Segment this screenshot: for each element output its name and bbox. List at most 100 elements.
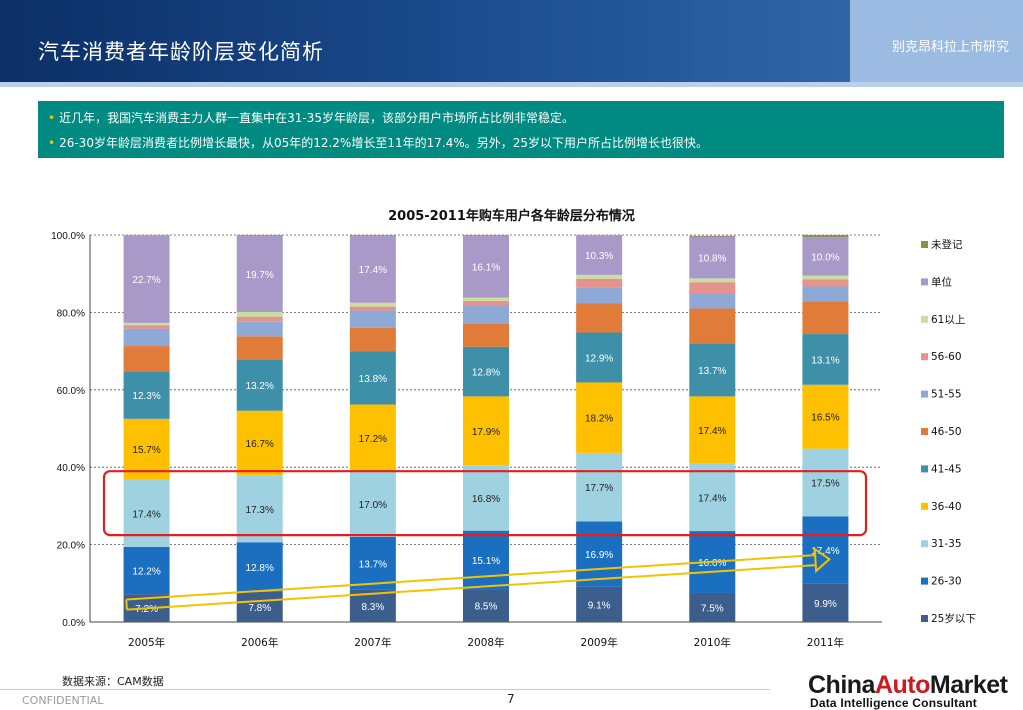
legend-label: 51-55 xyxy=(931,389,962,401)
y-tick-label: 20.0% xyxy=(57,541,85,552)
bar-segment xyxy=(576,279,622,288)
bar-segment xyxy=(124,325,170,328)
bar-segment xyxy=(689,309,735,344)
bar-segment xyxy=(124,329,170,346)
data-label: 17.4% xyxy=(132,509,160,520)
legend-label: 25岁以下 xyxy=(931,612,976,625)
data-label: 8.5% xyxy=(475,602,498,613)
y-tick-label: 100.0% xyxy=(51,231,85,242)
data-label: 7.5% xyxy=(701,603,724,614)
bar-segment xyxy=(124,323,170,325)
legend-label: 41-45 xyxy=(931,463,962,475)
legend-swatch xyxy=(921,316,928,323)
data-label: 17.3% xyxy=(246,505,274,516)
data-label: 17.4% xyxy=(698,426,726,437)
x-tick-label: 2009年 xyxy=(581,636,618,649)
bar-segment xyxy=(689,278,735,282)
legend-label: 单位 xyxy=(931,275,952,288)
x-tick-label: 2007年 xyxy=(354,636,391,649)
legend-label: 56-60 xyxy=(931,351,962,363)
bar-segment xyxy=(689,282,735,293)
legend-swatch xyxy=(921,391,928,398)
bar-segment xyxy=(350,310,396,327)
data-label: 17.0% xyxy=(359,500,387,511)
data-label: 7.8% xyxy=(248,603,271,614)
bar-segment xyxy=(463,301,509,305)
page-number: 7 xyxy=(507,692,515,706)
x-tick-label: 2008年 xyxy=(467,636,504,649)
confidential-label: CONFIDENTIAL xyxy=(22,694,103,707)
data-label: 19.7% xyxy=(246,270,274,281)
bar-segment xyxy=(802,286,848,301)
legend-label: 26-30 xyxy=(931,576,962,588)
data-label: 13.1% xyxy=(811,355,839,366)
data-label: 16.1% xyxy=(472,263,500,274)
data-label: 15.7% xyxy=(132,445,160,456)
data-label: 9.9% xyxy=(814,599,837,610)
bar-segment xyxy=(802,280,848,287)
logo-text-market: Market xyxy=(930,671,1008,699)
bar-segment xyxy=(350,328,396,351)
data-label: 17.7% xyxy=(585,483,613,494)
y-tick-label: 80.0% xyxy=(57,308,85,319)
data-label: 16.0% xyxy=(698,558,726,569)
data-label: 8.3% xyxy=(361,602,384,613)
data-label: 13.7% xyxy=(359,559,387,570)
data-label: 12.8% xyxy=(472,368,500,379)
data-label: 15.1% xyxy=(472,556,500,567)
legend-swatch xyxy=(921,353,928,360)
data-label: 13.7% xyxy=(698,366,726,377)
trend-arrow-tail xyxy=(126,600,127,610)
bar-segment xyxy=(576,275,622,279)
data-label: 12.3% xyxy=(132,391,160,402)
data-label: 12.2% xyxy=(132,567,160,578)
legend-swatch xyxy=(921,241,928,248)
logo-text-china: China xyxy=(808,671,875,699)
legend-swatch xyxy=(921,428,928,435)
legend-swatch xyxy=(921,503,928,510)
data-label: 16.5% xyxy=(811,413,839,424)
bar-segment xyxy=(689,236,735,237)
company-logo: ChinaAutoMarket Data Intelligence Consul… xyxy=(808,672,1018,708)
bar-segment xyxy=(350,303,396,307)
data-label: 17.2% xyxy=(359,434,387,445)
x-tick-label: 2005年 xyxy=(128,636,165,649)
y-tick-label: 0.0% xyxy=(62,618,85,629)
bar-segment xyxy=(350,307,396,311)
data-label: 9.1% xyxy=(588,600,611,611)
legend-swatch xyxy=(921,465,928,472)
data-label: 10.8% xyxy=(698,253,726,264)
y-tick-label: 40.0% xyxy=(57,463,85,474)
x-tick-label: 2006年 xyxy=(241,636,278,649)
bar-segment xyxy=(689,293,735,308)
logo-text-auto: Auto xyxy=(875,671,930,699)
data-label: 12.8% xyxy=(246,563,274,574)
bar-segment xyxy=(237,235,283,236)
bar-segment xyxy=(463,298,509,301)
bar-segment xyxy=(576,287,622,303)
data-label: 10.0% xyxy=(811,252,839,263)
bar-segment xyxy=(237,336,283,359)
legend-label: 36-40 xyxy=(931,501,962,513)
bar-segment xyxy=(237,322,283,337)
data-label: 16.9% xyxy=(585,550,613,561)
legend-label: 31-35 xyxy=(931,538,962,550)
data-label: 18.2% xyxy=(585,414,613,425)
bar-segment xyxy=(802,276,848,280)
data-label: 16.8% xyxy=(472,494,500,505)
bar-segment xyxy=(802,235,848,237)
bar-segment xyxy=(463,305,509,324)
data-label: 17.9% xyxy=(472,427,500,438)
data-label: 17.5% xyxy=(811,478,839,489)
bar-segment xyxy=(237,312,283,317)
data-label: 22.7% xyxy=(132,275,160,286)
bar-segment xyxy=(124,346,170,371)
data-label: 12.9% xyxy=(585,353,613,364)
data-label: 10.3% xyxy=(585,251,613,262)
bar-segment xyxy=(576,303,622,332)
x-tick-label: 2010年 xyxy=(694,636,731,649)
bar-segment xyxy=(463,324,509,347)
legend-swatch xyxy=(921,278,928,285)
legend-swatch xyxy=(921,578,928,585)
